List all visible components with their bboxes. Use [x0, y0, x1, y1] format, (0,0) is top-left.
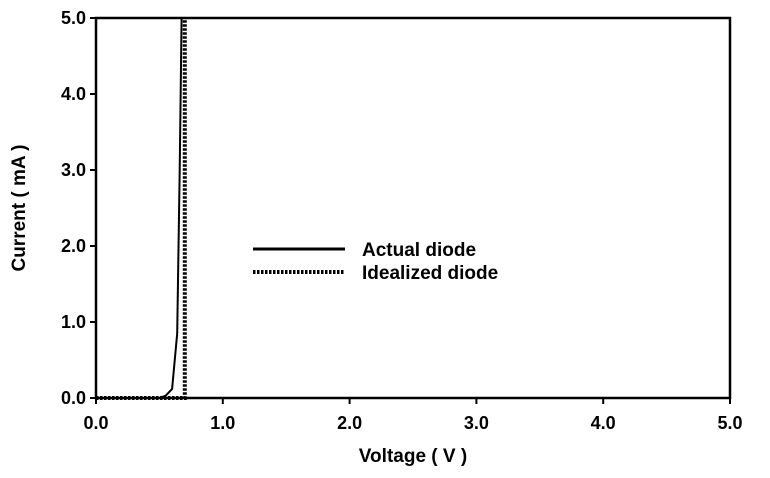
x-axis: 0.0 1.0 2.0 3.0 4.0 5.0 — [83, 398, 743, 433]
x-tick-label: 0.0 — [83, 413, 108, 433]
x-tick-label: 4.0 — [591, 413, 616, 433]
y-tick-label: 1.0 — [61, 312, 86, 332]
plot-frame — [94, 16, 732, 400]
x-tick-label: 3.0 — [464, 413, 489, 433]
series-line-idealized-diode — [96, 18, 187, 400]
y-axis: 0.0 1.0 2.0 3.0 4.0 5.0 — [61, 8, 96, 408]
y-tick-label: 4.0 — [61, 84, 86, 104]
y-tick-label: 2.0 — [61, 236, 86, 256]
x-axis-label: Voltage ( V ) — [359, 446, 467, 467]
x-tick-label: 5.0 — [717, 413, 742, 433]
y-tick-label: 5.0 — [61, 8, 86, 28]
legend: Actual diode Idealized diode — [253, 240, 498, 284]
y-tick-label: 3.0 — [61, 160, 86, 180]
x-tick-label: 2.0 — [337, 413, 362, 433]
x-tick-label: 1.0 — [210, 413, 235, 433]
series-layer — [96, 17, 187, 400]
legend-label-idealized-diode: Idealized diode — [362, 263, 498, 284]
series-line-actual-diode — [96, 17, 183, 399]
y-axis-label: Current ( mA ) — [9, 144, 30, 271]
legend-label-actual-diode: Actual diode — [362, 240, 476, 261]
y-tick-label: 0.0 — [61, 388, 86, 408]
